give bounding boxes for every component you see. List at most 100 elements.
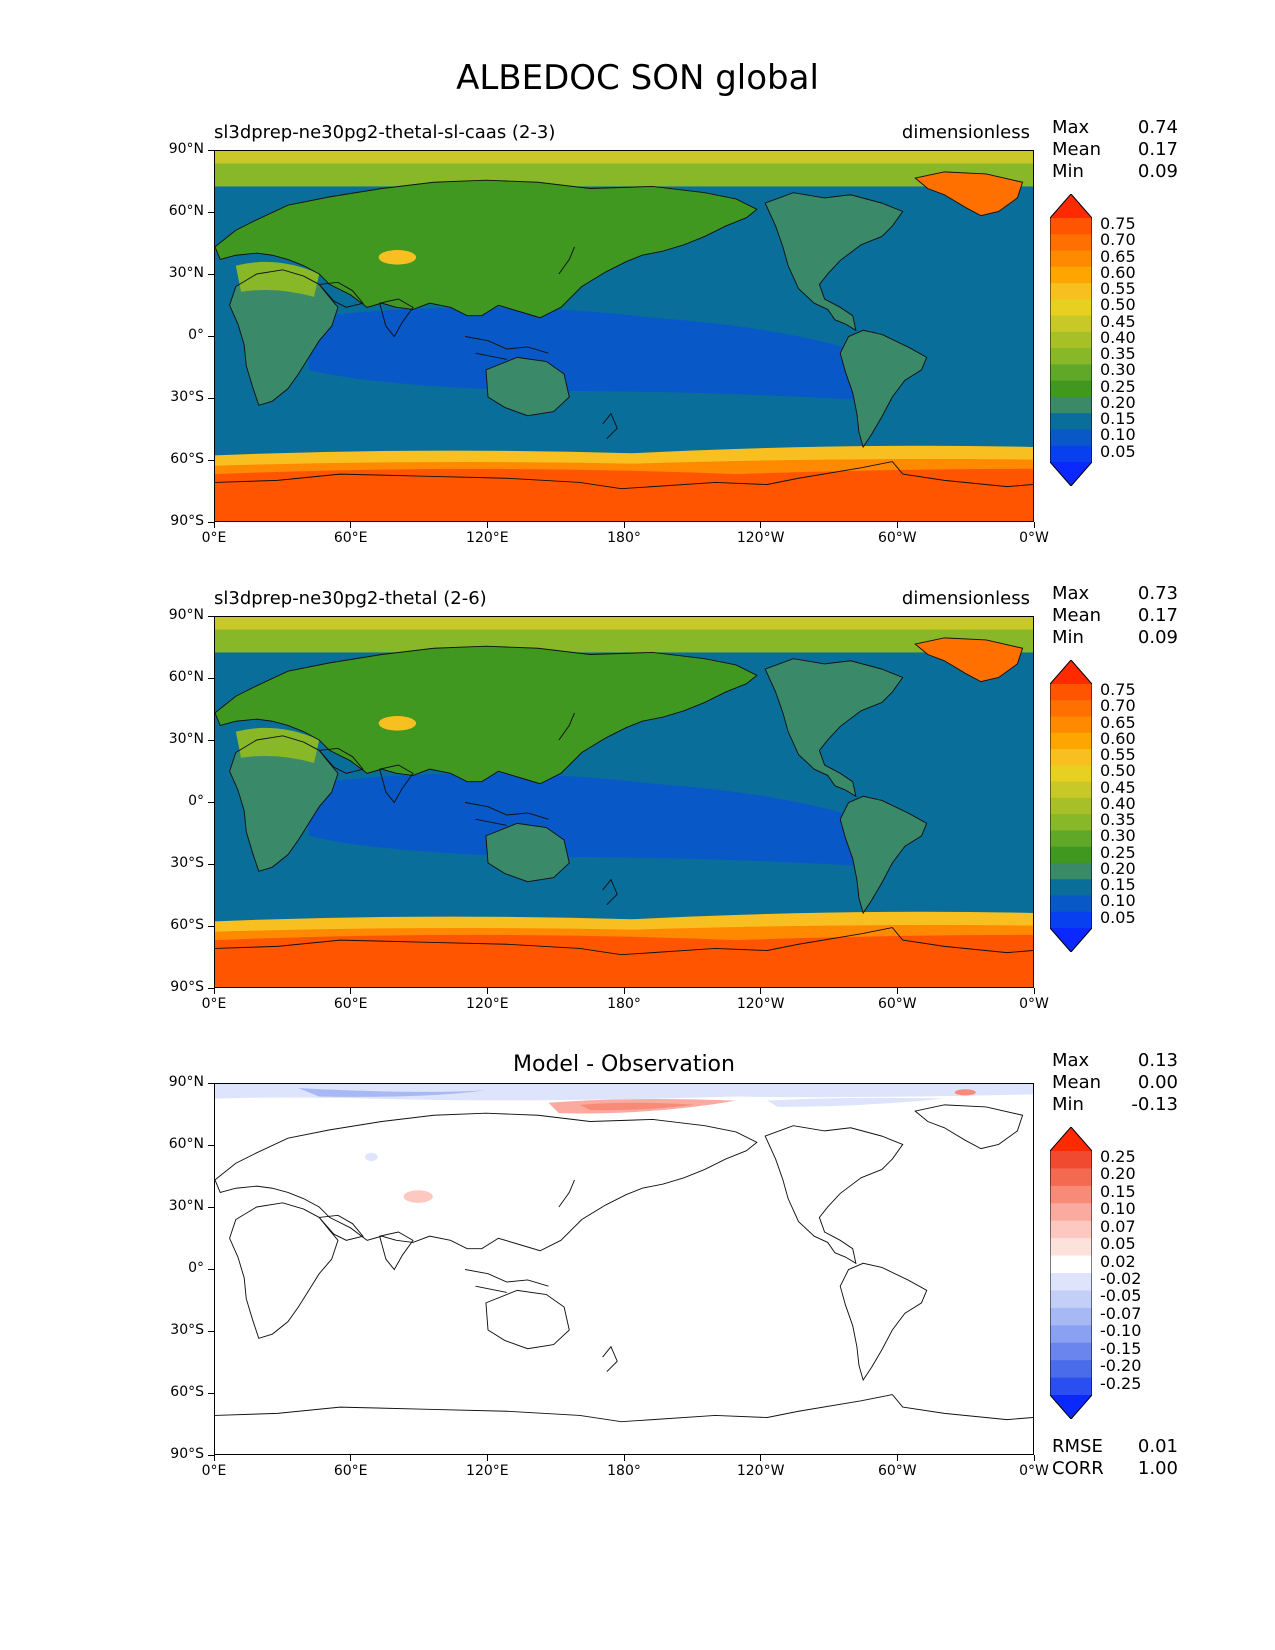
x-tick-mark <box>486 1455 488 1461</box>
colorbar-segment <box>1050 862 1092 880</box>
y-tick-label: 30°S <box>170 855 204 871</box>
colorbar-segment <box>1050 445 1092 463</box>
y-tick-label: 0° <box>188 793 204 809</box>
x-tick-mark <box>350 1455 352 1461</box>
panel3-mean-label: Mean <box>1052 1072 1102 1093</box>
colorbar-tick-label: 0.50 <box>1100 295 1136 315</box>
x-tick-mark <box>486 522 488 528</box>
panel2-right-title: dimensionless <box>901 588 1030 609</box>
panel2-map <box>214 616 1034 988</box>
y-tick-mark <box>208 1268 214 1270</box>
corr-label: CORR <box>1052 1458 1104 1479</box>
x-tick-label: 60°W <box>877 996 917 1012</box>
colorbar-tick-label: 0.45 <box>1100 777 1136 797</box>
y-tick-mark <box>208 521 214 523</box>
colorbar-extend-min <box>1050 462 1092 486</box>
x-tick-mark <box>350 522 352 528</box>
panel3-min-value: -0.13 <box>1131 1094 1178 1115</box>
colorbar-tick-label: 0.50 <box>1100 761 1136 781</box>
colorbar-tick-label: 0.07 <box>1100 1216 1136 1236</box>
colorbar-segment <box>1050 1290 1092 1309</box>
colorbar-tick-label: 0.20 <box>1100 1164 1136 1184</box>
colorbar-tick-label: 0.55 <box>1100 279 1136 299</box>
y-tick-label: 60°N <box>168 203 204 219</box>
colorbar-segment <box>1050 331 1092 349</box>
y-tick-mark <box>208 335 214 337</box>
colorbar-tick-label: 0.60 <box>1100 262 1136 282</box>
y-tick-mark <box>208 1144 214 1146</box>
colorbar-tick-label: 0.20 <box>1100 392 1136 412</box>
panel1-right-title: dimensionless <box>901 122 1030 143</box>
y-tick-label: 30°S <box>170 1322 204 1338</box>
x-tick-label: 120°W <box>736 996 785 1012</box>
x-tick-label: 0°E <box>201 1463 227 1479</box>
colorbar-segment <box>1050 1377 1092 1396</box>
panel3-max-value: 0.13 <box>1137 1050 1178 1071</box>
x-tick-mark <box>623 522 625 528</box>
y-tick-label: 60°S <box>170 1384 204 1400</box>
panel1-max-label: Max <box>1052 117 1090 138</box>
colorbar-segment <box>1050 1360 1092 1379</box>
colorbar-segment <box>1050 814 1092 831</box>
colorbar-tick-label: 0.05 <box>1100 1234 1136 1254</box>
colorbar-tick-label: 0.40 <box>1100 327 1136 347</box>
x-tick-mark <box>350 988 352 994</box>
colorbar-tick-label: 0.10 <box>1100 425 1136 445</box>
y-tick-label: 0° <box>188 327 204 343</box>
y-tick-mark <box>208 397 214 399</box>
colorbar-segment <box>1050 283 1092 300</box>
x-tick-label: 120°W <box>736 1463 785 1479</box>
x-tick-label: 120°E <box>466 1463 509 1479</box>
colorbar-segment <box>1050 250 1092 268</box>
panel2-colorbar <box>1049 659 1093 953</box>
colorbar-tick-label: 0.02 <box>1100 1251 1136 1271</box>
panel1-colorbar <box>1049 193 1093 487</box>
x-tick-mark <box>213 522 215 528</box>
colorbar-segment <box>1050 1168 1092 1187</box>
colorbar-tick-label: 0.75 <box>1100 680 1136 699</box>
panel2-map-svg <box>215 617 1033 987</box>
colorbar-segment <box>1050 1238 1092 1257</box>
corr-value: 1.00 <box>1137 1458 1178 1479</box>
panel1-max-value: 0.74 <box>1137 117 1178 138</box>
colorbar-tick-label: 0.25 <box>1100 376 1136 396</box>
colorbar-extend-min <box>1050 1395 1092 1419</box>
colorbar-tick-label: 0.15 <box>1100 409 1136 429</box>
panel2-min-value: 0.09 <box>1137 627 1178 648</box>
colorbar-tick-label: 0.65 <box>1100 712 1136 732</box>
x-tick-label: 180° <box>607 1463 641 1479</box>
x-tick-label: 0°W <box>1019 996 1049 1012</box>
colorbar-tick-label: -0.10 <box>1100 1321 1142 1341</box>
y-tick-label: 60°N <box>168 669 204 685</box>
y-tick-label: 90°N <box>168 1074 204 1090</box>
figure-title: ALBEDOC SON global <box>456 58 819 98</box>
panel3-map-svg <box>215 1084 1033 1454</box>
x-tick-label: 180° <box>607 530 641 546</box>
y-tick-mark <box>208 677 214 679</box>
colorbar-segment <box>1050 380 1092 398</box>
x-tick-mark <box>896 988 898 994</box>
panel3-colorbar <box>1049 1126 1093 1420</box>
colorbar-tick-label: 0.20 <box>1100 858 1136 878</box>
colorbar-tick-label: 0.75 <box>1100 214 1136 233</box>
colorbar-segment <box>1050 830 1092 848</box>
colorbar-tick-label: -0.07 <box>1100 1303 1142 1323</box>
y-tick-mark <box>208 801 214 803</box>
colorbar-segment <box>1050 700 1092 718</box>
colorbar-segment <box>1050 315 1092 333</box>
x-tick-mark <box>623 988 625 994</box>
colorbar-tick-label: 0.05 <box>1100 907 1136 927</box>
colorbar-segment <box>1050 299 1092 317</box>
x-tick-label: 0°E <box>201 530 227 546</box>
y-tick-mark <box>208 459 214 461</box>
x-tick-label: 0°W <box>1019 530 1049 546</box>
y-tick-mark <box>208 211 214 213</box>
colorbar-segment <box>1050 1342 1092 1361</box>
colorbar-segment <box>1050 716 1092 734</box>
colorbar-segment <box>1050 1307 1092 1326</box>
y-tick-label: 90°S <box>170 979 204 995</box>
panel2-mean-label: Mean <box>1052 605 1102 626</box>
y-tick-label: 90°N <box>168 607 204 623</box>
x-tick-label: 0°E <box>201 996 227 1012</box>
colorbar-tick-label: 0.05 <box>1100 441 1136 461</box>
